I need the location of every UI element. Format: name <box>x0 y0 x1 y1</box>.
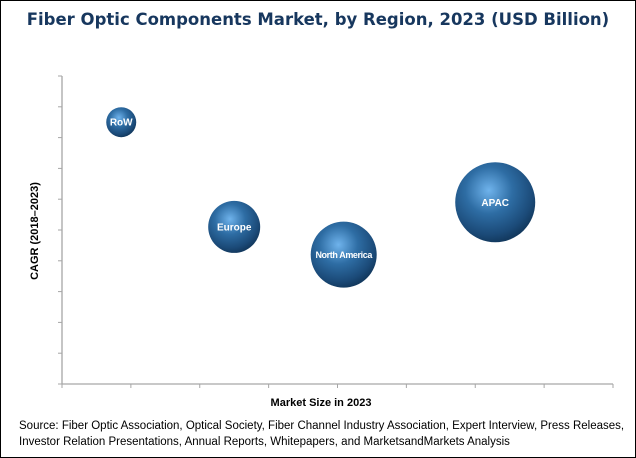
y-axis-label: CAGR (2018–2023) <box>29 182 41 280</box>
bubble-label: RoW <box>110 118 133 129</box>
bubble-apac <box>455 162 536 243</box>
chart-title: Fiber Optic Components Market, by Region… <box>26 10 610 29</box>
x-axis-label: Market Size in 2023 <box>270 397 372 409</box>
bubble-label: APAC <box>481 198 509 209</box>
bubble-label: Europe <box>217 222 252 233</box>
bubble-north-america <box>310 221 377 288</box>
bubble-row <box>106 107 137 138</box>
bubble-europe <box>208 200 261 253</box>
bubble-label: North America <box>315 250 373 260</box>
source-note: Source: Fiber Optic Association, Optical… <box>19 420 625 448</box>
